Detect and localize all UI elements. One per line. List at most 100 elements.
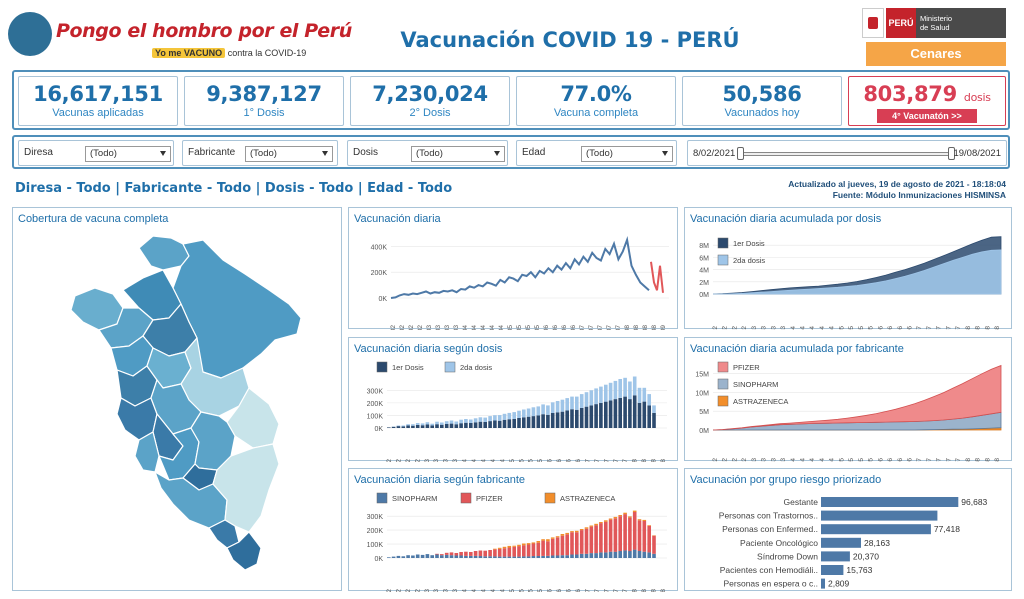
date-slider-start-handle[interactable] (737, 147, 744, 160)
map-region-piura[interactable] (70, 287, 124, 331)
bar-segment (546, 541, 550, 556)
bar-segment (536, 415, 541, 428)
kpi-label: 1° Dosis (243, 107, 285, 119)
bar-segment (594, 525, 598, 554)
bar-segment (632, 549, 637, 558)
bar-segment (637, 520, 642, 551)
bar-segment (570, 531, 574, 533)
filter-diresa: Diresa (Todo) (18, 140, 174, 166)
x-tick-label: 06-05 (838, 326, 845, 330)
bar-segment (502, 419, 507, 428)
filter-fabricante-select[interactable]: (Todo) (245, 146, 333, 162)
bar-segment (517, 544, 521, 547)
y-tick-label: 0M (699, 292, 709, 299)
x-tick-label: 10-06 (887, 458, 894, 462)
bar-segment (502, 556, 507, 558)
bar-segment (507, 545, 512, 548)
bar-segment (579, 553, 584, 558)
x-tick-label: 01-07 (579, 325, 586, 330)
x-tick-label: 18-06 (566, 459, 573, 462)
kpi-vacuna-completa: 77.0% Vacuna completa (516, 76, 676, 126)
legend-label: 2da dosis (733, 256, 765, 265)
date-slider-end-handle[interactable] (948, 147, 955, 160)
bar-segment (632, 510, 637, 512)
x-tick-label: 19-02 (405, 459, 412, 462)
bar-segment (497, 556, 502, 558)
bar-segment (502, 413, 507, 420)
bar-segment (512, 412, 516, 419)
bar-segment (647, 525, 651, 526)
bar-segment (647, 525, 651, 553)
bar-segment (570, 396, 574, 410)
map-region-tacna[interactable] (226, 531, 262, 571)
bar-segment (488, 416, 492, 422)
bar-segment (628, 551, 632, 558)
filter-dosis-select[interactable]: (Todo) (411, 146, 505, 162)
x-tick-label: 12-03 (433, 589, 440, 592)
chart-daily-manufacturer: 0K 100K 200K 300K SINOPHARM PFIZER ASTRAZENECA… (367, 492, 667, 592)
bar-segment (391, 426, 396, 428)
chevron-down-icon (160, 151, 166, 156)
vacunaton-button[interactable]: 4° Vacunatón >> (877, 109, 977, 123)
legend-label: 1er Dosis (733, 239, 765, 248)
bar-segment (512, 419, 516, 428)
date-slider-track[interactable] (740, 152, 952, 156)
category-label: Personas con Trastornos.. (719, 511, 818, 521)
legend-label: ASTRAZENECA (560, 494, 615, 503)
campaign-subtitle-rest: contra la COVID-19 (227, 48, 307, 58)
x-tick-label: 23-04 (490, 459, 497, 462)
bar-segment (608, 518, 613, 520)
cenares-button[interactable]: Cenares (866, 42, 1006, 66)
x-tick-label: 13-08 (641, 459, 648, 462)
bar-segment (391, 556, 396, 558)
bar-segment (483, 422, 487, 428)
bar-segment (536, 541, 541, 543)
bar-segment (604, 384, 608, 402)
map-panel: Cobertura de vacuna completa (12, 207, 342, 591)
x-tick-label: 04-06 (547, 459, 554, 462)
bar-segment (497, 415, 502, 421)
x-tick-label: 11-06 (556, 459, 563, 462)
bar (821, 565, 844, 575)
x-tick-label: 18-06 (566, 589, 573, 592)
campaign-subtitle-highlight: Yo me VACUNO (152, 48, 226, 58)
bar-segment (435, 421, 439, 425)
legend-swatch (717, 361, 729, 373)
chevron-down-icon (662, 151, 668, 156)
x-tick-label: 26-08 (994, 458, 1001, 462)
bar-segment (435, 553, 439, 555)
x-tick-label: 22-07 (945, 326, 952, 330)
bar-segment (546, 555, 550, 558)
x-tick-label: 14-05 (518, 459, 525, 462)
legend-label: 2da dosis (460, 363, 492, 372)
bar-segment (560, 534, 565, 536)
bar-segment (435, 424, 439, 428)
bar-segment (623, 512, 627, 515)
filter-diresa-select[interactable]: (Todo) (85, 146, 171, 162)
bar-segment (531, 556, 536, 558)
map-title: Cobertura de vacuna completa (18, 213, 169, 225)
ministry-peru-label: PERÚ (886, 8, 916, 38)
bar-segment (550, 537, 555, 539)
y-tick-label: 6M (699, 255, 709, 262)
chart-daily-dose-panel: Vacunación diaria según dosis 0K 100K 200K… (348, 337, 678, 462)
x-tick-label: 29-04 (829, 458, 836, 462)
map-region-puno[interactable] (212, 443, 280, 533)
bar-segment (478, 421, 483, 428)
x-tick-label: 04-02 (712, 326, 719, 330)
category-label: Síndrome Down (757, 551, 818, 561)
bar-segment (608, 519, 613, 552)
bar-segment (493, 548, 497, 550)
x-tick-label: 24-06 (906, 326, 913, 330)
bar-segment (589, 405, 594, 428)
bar-segment (618, 397, 622, 428)
bar-segment (469, 552, 473, 556)
bar-segment (526, 556, 531, 558)
bar-segment (584, 406, 589, 428)
x-tick-label: 05-08 (965, 458, 972, 462)
filter-edad-select[interactable]: (Todo) (581, 146, 673, 162)
bar-segment (647, 405, 651, 428)
chevron-down-icon (494, 151, 500, 156)
bar-segment (555, 401, 560, 413)
x-tick-label: 28-05 (537, 589, 544, 592)
